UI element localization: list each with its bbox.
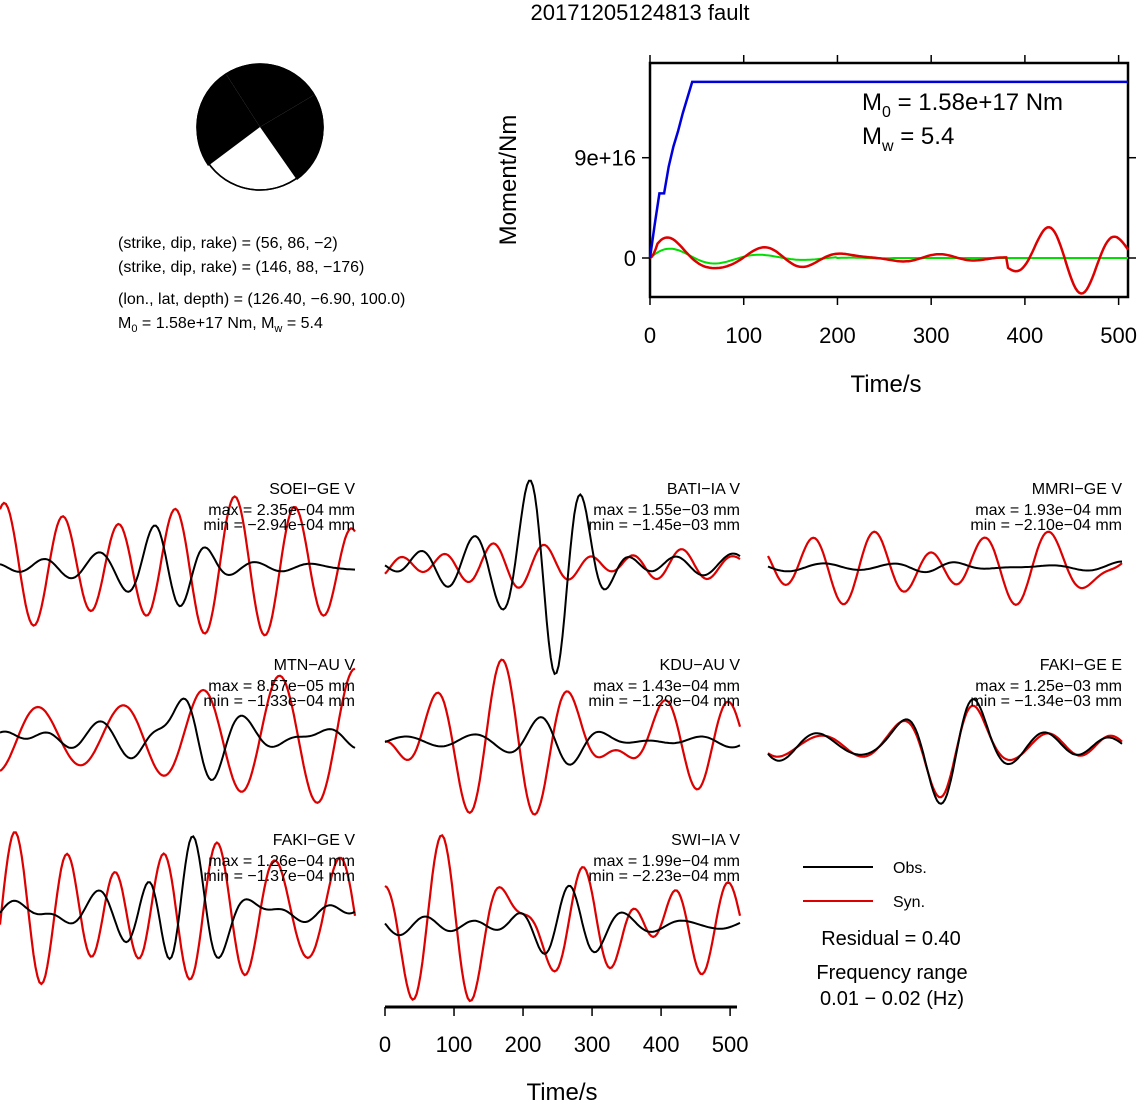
station-max: max = 8.57e−05 mm xyxy=(208,678,355,695)
compressional-quadrant-north xyxy=(226,64,314,127)
frequency-range-value: 0.01 − 0.02 (Hz) xyxy=(820,988,964,1010)
synthetic-trace xyxy=(0,495,356,637)
moment-x-axis-label: Time/s xyxy=(850,371,921,398)
hypocenter: (lon., lat, depth) = (126.40, −6.90, 100… xyxy=(118,291,405,308)
cumulative-moment-line xyxy=(648,80,1128,259)
observed-trace xyxy=(0,524,356,608)
observed-trace xyxy=(0,835,356,961)
time-axis-tick-label: 300 xyxy=(574,1032,611,1057)
moment-axis-ticks: 0 9e+16 0 100 200 300 400 500 xyxy=(574,55,1137,348)
moment-x-tick-label: 0 xyxy=(644,323,656,348)
station-min: min = −1.33e−04 mm xyxy=(203,693,355,710)
station-label: BATI−IA V xyxy=(667,481,740,498)
moment-m0-label: M0 = 1.58e+17 Nm xyxy=(862,89,1063,121)
moment-x-tick-label: 300 xyxy=(913,323,950,348)
nodal-plane-1: (strike, dip, rake) = (56, 86, −2) xyxy=(118,235,338,252)
moment-rate-green-line xyxy=(649,247,1128,265)
observed-trace xyxy=(384,884,741,956)
station-max: max = 1.43e−04 mm xyxy=(593,678,740,695)
legend-obs-label: Obs. xyxy=(893,860,927,877)
moment-y-axis-label: Moment/Nm xyxy=(495,115,522,246)
time-axis-tick-label: 400 xyxy=(643,1032,680,1057)
time-axis-tick-label: 0 xyxy=(379,1032,391,1057)
station-min: min = −1.45e−03 mm xyxy=(588,517,740,534)
station-label: KDU−AU V xyxy=(660,657,741,674)
moment-summary: M0 = 1.58e+17 Nm, Mw = 5.4 xyxy=(118,315,323,335)
moment-y-tick-label: 9e+16 xyxy=(574,146,636,171)
waveform-x-axis-label: Time/s xyxy=(526,1079,597,1104)
synthetic-trace xyxy=(767,530,1123,606)
moment-rate-red-line xyxy=(649,226,1130,295)
moment-x-tick-label: 200 xyxy=(819,323,856,348)
moment-x-tick-label: 100 xyxy=(725,323,762,348)
mechanism-parameters: (strike, dip, rake) = (56, 86, −2) (stri… xyxy=(118,235,405,335)
observed-trace xyxy=(384,716,741,766)
time-axis-tick-label: 100 xyxy=(436,1032,473,1057)
synthetic-trace xyxy=(384,542,741,589)
observed-trace xyxy=(384,479,741,676)
station-max: max = 2.35e−04 mm xyxy=(208,502,355,519)
synthetic-trace xyxy=(384,658,742,816)
time-axis-tick-label: 500 xyxy=(712,1032,749,1057)
station-label: SWI−IA V xyxy=(671,832,740,849)
station-max: max = 1.99e−04 mm xyxy=(593,853,740,870)
station-label: FAKI−GE V xyxy=(273,832,356,849)
station-max: max = 1.55e−03 mm xyxy=(593,502,740,519)
observed-trace xyxy=(767,698,1123,805)
waveform-time-axis: 0 100 200 300 400 500 xyxy=(379,1005,749,1057)
station-min: min = −2.94e−04 mm xyxy=(203,517,355,534)
observed-trace xyxy=(0,697,356,781)
synthetic-trace xyxy=(0,667,356,804)
station-min: min = −1.29e−04 mm xyxy=(588,693,740,710)
moment-x-tick-label: 400 xyxy=(1007,323,1044,348)
moment-y-tick-label: 0 xyxy=(624,246,636,271)
moment-panel: 09e+160 100 200 300 400 500 M0 = 1.58e+17 Nm … xyxy=(495,55,1137,398)
station-min: min = −2.10e−04 mm xyxy=(970,517,1122,534)
frequency-range-label: Frequency range xyxy=(816,962,967,984)
legend-syn-label: Syn. xyxy=(893,894,925,911)
station-label: SOEI−GE V xyxy=(269,481,355,498)
station-min: min = −1.34e−03 mm xyxy=(970,693,1122,710)
moment-mw-label: Mw = 5.4 xyxy=(862,123,954,155)
station-max: max = 1.93e−04 mm xyxy=(975,502,1122,519)
beachball-mechanism xyxy=(196,63,324,191)
figure-title: 20171205124813 fault xyxy=(531,0,750,25)
station-max: max = 1.26e−04 mm xyxy=(208,853,355,870)
nodal-plane-2: (strike, dip, rake) = (146, 88, −176) xyxy=(118,259,364,276)
station-label: MMRI−GE V xyxy=(1032,481,1123,498)
legend: Obs. Syn. xyxy=(803,860,927,911)
station-max: max = 1.25e−03 mm xyxy=(975,678,1122,695)
time-axis-tick-label: 200 xyxy=(505,1032,542,1057)
observed-trace xyxy=(767,560,1123,574)
synthetic-trace xyxy=(384,834,742,1003)
residual-label: Residual = 0.40 xyxy=(821,928,961,950)
station-label: FAKI−GE E xyxy=(1040,657,1122,674)
moment-x-tick-label: 500 xyxy=(1100,323,1137,348)
station-min: min = −2.23e−04 mm xyxy=(588,868,740,885)
station-min: min = −1.37e−04 mm xyxy=(203,868,355,885)
moment-plot-frame xyxy=(648,61,1130,299)
compressional-quadrant-left xyxy=(196,74,260,166)
compressional-quadrant-right xyxy=(260,95,324,180)
station-label: MTN−AU V xyxy=(274,657,356,674)
